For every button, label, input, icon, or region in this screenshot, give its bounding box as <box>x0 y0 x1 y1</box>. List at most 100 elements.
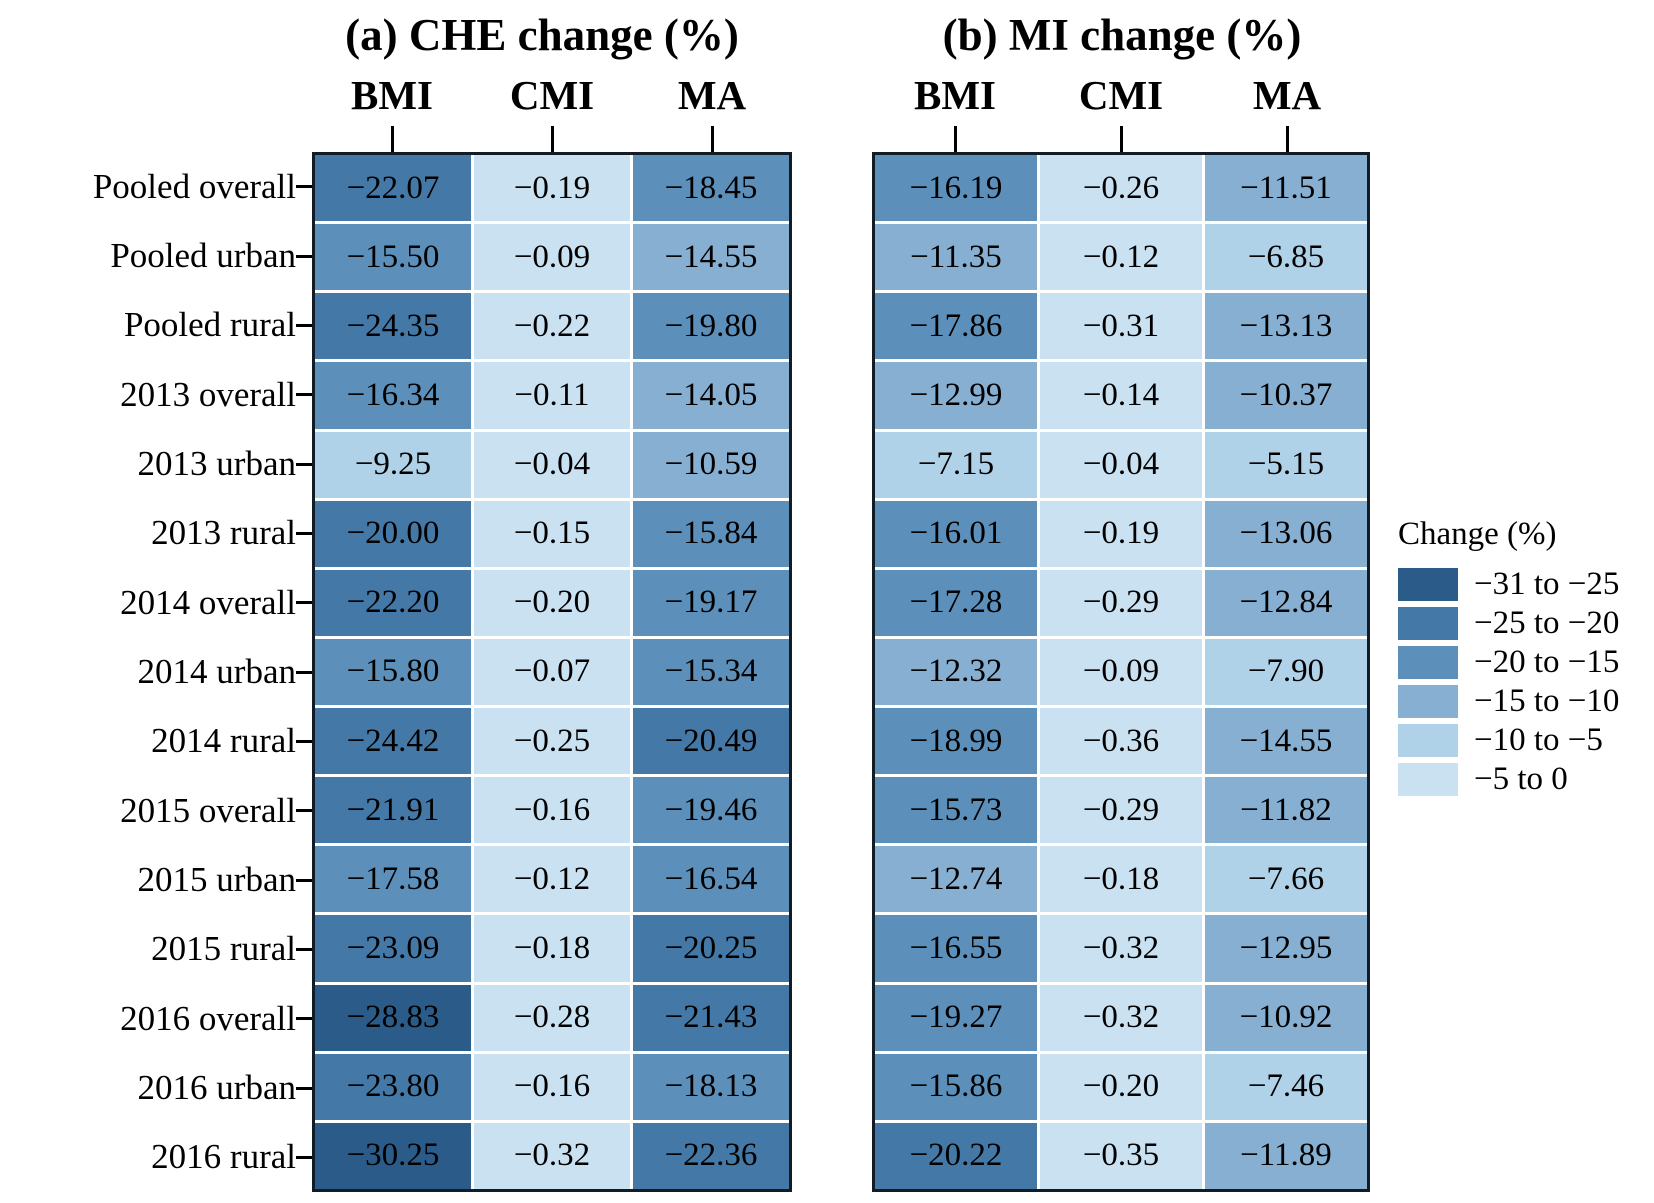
heatmap-cell: −0.12 <box>474 846 630 913</box>
column-tick <box>1285 126 1289 152</box>
row-tick <box>296 670 312 674</box>
heatmap-cell: −15.50 <box>315 224 471 291</box>
row-tick <box>296 531 312 535</box>
row-label: 2013 urban <box>137 443 296 483</box>
heatmap-cell: −7.66 <box>1205 846 1367 913</box>
heatmap-cell: −7.46 <box>1205 1053 1367 1120</box>
heatmap-cell: −0.25 <box>474 708 630 775</box>
row-tick <box>296 462 312 466</box>
row-label: 2014 rural <box>151 721 296 761</box>
heatmap-cell: −12.32 <box>875 638 1037 706</box>
row-tick <box>296 739 312 743</box>
heatmap-cell: −11.35 <box>875 224 1037 291</box>
column-tick <box>1119 126 1123 152</box>
heatmap-cell: −0.26 <box>1040 155 1202 222</box>
column-tick <box>953 126 957 152</box>
heatmap-cell: −21.91 <box>315 777 471 844</box>
legend-swatch <box>1398 646 1458 679</box>
legend-bin-label: −15 to −10 <box>1474 683 1620 719</box>
panel-a-column-header-bmi: BMI <box>351 72 433 118</box>
heatmap-cell: −0.31 <box>1040 293 1202 360</box>
heatmap-cell: −15.73 <box>875 777 1037 844</box>
panel-b-column-header-ma: MA <box>1252 72 1322 118</box>
heatmap-cell: −0.32 <box>1040 984 1202 1051</box>
heatmap-cell: −5.15 <box>1205 431 1367 498</box>
legend-bin-label: −20 to −15 <box>1474 644 1620 680</box>
legend-bin: −20 to −15 <box>1398 646 1619 679</box>
legend-bin: −10 to −5 <box>1398 724 1619 757</box>
heatmap-cell: −17.58 <box>315 846 471 913</box>
panel-a-column-header-cmi: CMI <box>509 72 595 118</box>
heatmap-cell: −14.55 <box>633 224 789 291</box>
legend-bin: −15 to −10 <box>1398 685 1619 718</box>
heatmap-cell: −0.04 <box>474 431 630 498</box>
heatmap-cell: −13.06 <box>1205 500 1367 567</box>
legend-bin-label: −10 to −5 <box>1474 722 1603 758</box>
heatmap-cell: −21.43 <box>633 984 789 1051</box>
heatmap-cell: −20.00 <box>315 500 471 567</box>
heatmap-cell: −17.28 <box>875 569 1037 636</box>
legend-bin-label: −31 to −25 <box>1474 566 1620 602</box>
row-label: 2015 overall <box>120 790 296 830</box>
heatmap-cell: −14.05 <box>633 362 789 429</box>
row-label: 2013 rural <box>151 513 296 553</box>
row-tick <box>296 254 312 258</box>
heatmap-cell: −19.27 <box>875 984 1037 1051</box>
heatmap-cell: −0.14 <box>1040 362 1202 429</box>
heatmap-cell: −23.09 <box>315 915 471 982</box>
row-tick <box>296 1086 312 1090</box>
panel-b-column-header-cmi: CMI <box>1078 72 1164 118</box>
heatmap-cell: −15.80 <box>315 638 471 706</box>
column-tick <box>550 126 554 152</box>
heatmap-grid-b: −16.19 −0.26 −11.51 −11.35 −0.12 −6.85 −17.86−… <box>872 152 1370 1192</box>
legend-swatch <box>1398 685 1458 718</box>
heatmap-cell: −19.46 <box>633 777 789 844</box>
row-tick <box>296 878 312 882</box>
row-label: Pooled urban <box>110 235 296 275</box>
heatmap-cell: −0.28 <box>474 984 630 1051</box>
row-label: 2014 overall <box>120 582 296 622</box>
heatmap-cell: −22.36 <box>633 1122 789 1189</box>
heatmap-cell: −16.34 <box>315 362 471 429</box>
heatmap-cell: −15.86 <box>875 1053 1037 1120</box>
heatmap-cell: −0.09 <box>1040 638 1202 706</box>
heatmap-cell: −0.18 <box>1040 846 1202 913</box>
heatmap-cell: −0.19 <box>1040 500 1202 567</box>
legend-title: Change (%) <box>1398 516 1557 552</box>
heatmap-cell: −15.34 <box>633 638 789 706</box>
legend-bin: −31 to −25 <box>1398 568 1619 601</box>
column-tick <box>710 126 714 152</box>
heatmap-cell: −12.95 <box>1205 915 1367 982</box>
legend-bin-label: −25 to −20 <box>1474 605 1620 641</box>
heatmap-cell: −0.16 <box>474 1053 630 1120</box>
row-tick <box>296 947 312 951</box>
heatmap-cell: −23.80 <box>315 1053 471 1120</box>
heatmap-grid-a: −22.07 −0.19 −18.45 −15.50 −0.09 −14.55 −24.35… <box>312 152 792 1192</box>
heatmap-cell: −0.09 <box>474 224 630 291</box>
heatmap-cell: −0.32 <box>1040 915 1202 982</box>
heatmap-cell: −0.19 <box>474 155 630 222</box>
heatmap-cell: −0.29 <box>1040 569 1202 636</box>
legend: Change (%) −31 to −25 −25 to −20 −20 to −1… <box>1398 516 1619 802</box>
heatmap-cell: −0.18 <box>474 915 630 982</box>
heatmap-cell: −0.04 <box>1040 431 1202 498</box>
heatmap-cell: −0.32 <box>474 1122 630 1189</box>
heatmap-cell: −18.13 <box>633 1053 789 1120</box>
heatmap-cell: −7.15 <box>875 431 1037 498</box>
heatmap-cell: −10.92 <box>1205 984 1367 1051</box>
row-label: Pooled rural <box>123 305 296 345</box>
row-tick <box>296 1017 312 1021</box>
row-label: 2015 urban <box>137 859 296 899</box>
heatmap-cell: −0.22 <box>474 293 630 360</box>
panel-a-title: (a) CHE change (%) <box>345 10 739 60</box>
legend-swatch <box>1398 724 1458 757</box>
heatmap-cell: −28.83 <box>315 984 471 1051</box>
heatmap-cell: −19.80 <box>633 293 789 360</box>
heatmap-cell: −11.51 <box>1205 155 1367 222</box>
heatmap-cell: −0.07 <box>474 638 630 706</box>
heatmap-cell: −14.55 <box>1205 708 1367 775</box>
heatmap-cell: −16.01 <box>875 500 1037 567</box>
heatmap-cell: −0.16 <box>474 777 630 844</box>
heatmap-cell: −19.17 <box>633 569 789 636</box>
